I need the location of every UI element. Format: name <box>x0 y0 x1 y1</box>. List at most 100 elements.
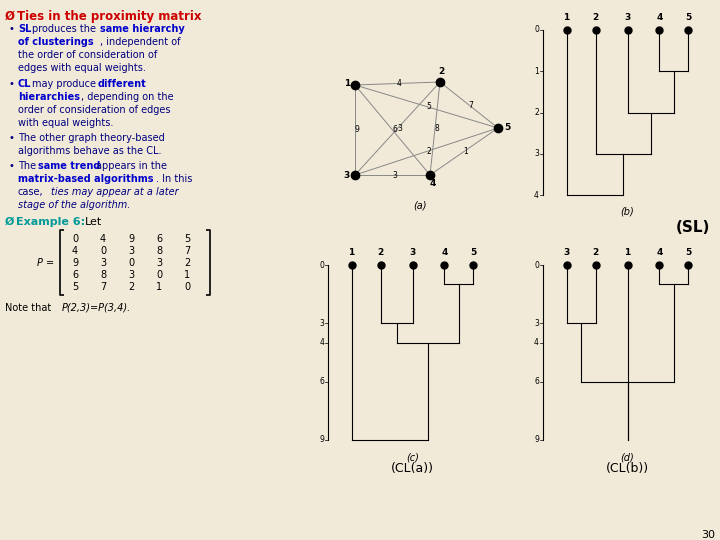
Text: Ø: Ø <box>5 217 14 227</box>
Text: 3: 3 <box>319 319 324 328</box>
Text: hierarchies: hierarchies <box>18 92 80 102</box>
Text: (a): (a) <box>413 200 427 210</box>
Text: 3: 3 <box>397 124 402 133</box>
Text: produces the: produces the <box>32 24 96 34</box>
Text: 5: 5 <box>685 13 691 22</box>
Text: matrix-based algorithms: matrix-based algorithms <box>18 174 153 184</box>
Text: •: • <box>8 79 14 89</box>
Text: 0: 0 <box>72 234 78 244</box>
Text: 4: 4 <box>430 179 436 188</box>
Text: 3: 3 <box>534 149 539 158</box>
Text: The: The <box>18 161 36 171</box>
Text: 0: 0 <box>156 270 162 280</box>
Text: (CL(a)): (CL(a)) <box>390 462 433 475</box>
Text: different: different <box>98 79 147 89</box>
Text: (c): (c) <box>406 452 419 462</box>
Text: 4: 4 <box>534 338 539 347</box>
Text: (CL(b)): (CL(b)) <box>606 462 649 475</box>
Text: 9: 9 <box>319 435 324 444</box>
Text: •: • <box>8 133 14 143</box>
Text: 2: 2 <box>184 258 190 268</box>
Text: P(2,3)=P(3,4).: P(2,3)=P(3,4). <box>62 303 131 313</box>
Text: 5: 5 <box>504 124 510 132</box>
Text: case,: case, <box>18 187 44 197</box>
Text: 7: 7 <box>469 100 474 110</box>
Text: 3: 3 <box>534 319 539 328</box>
Text: 2: 2 <box>593 248 599 257</box>
Text: •: • <box>8 24 14 34</box>
Text: . In this: . In this <box>156 174 192 184</box>
Text: (SL): (SL) <box>675 220 710 235</box>
Text: 3: 3 <box>624 13 631 22</box>
Text: 4: 4 <box>656 13 662 22</box>
Text: may produce: may produce <box>32 79 96 89</box>
Text: 1: 1 <box>564 13 570 22</box>
Text: 2: 2 <box>534 108 539 117</box>
Text: stage of the algorithm.: stage of the algorithm. <box>18 200 130 210</box>
Text: 0: 0 <box>534 260 539 269</box>
Text: 0: 0 <box>319 260 324 269</box>
Text: CL: CL <box>18 79 32 89</box>
Text: 1: 1 <box>534 67 539 76</box>
Text: same trend: same trend <box>38 161 100 171</box>
Text: 6: 6 <box>319 377 324 386</box>
Text: 3: 3 <box>156 258 162 268</box>
Text: 1: 1 <box>344 79 350 89</box>
Text: 3: 3 <box>343 171 349 179</box>
Text: 1: 1 <box>624 248 631 257</box>
Text: Example 6:: Example 6: <box>16 217 85 227</box>
Text: 8: 8 <box>435 124 439 133</box>
Text: 7: 7 <box>184 246 190 256</box>
Text: (d): (d) <box>621 452 634 462</box>
Text: 2: 2 <box>593 13 599 22</box>
Text: 7: 7 <box>100 282 106 292</box>
Text: 2: 2 <box>426 147 431 156</box>
Text: Let: Let <box>85 217 102 227</box>
Text: 2: 2 <box>377 248 384 257</box>
Text: 4: 4 <box>534 191 539 199</box>
Text: 5: 5 <box>685 248 691 257</box>
Text: P =: P = <box>37 258 54 268</box>
Text: 0: 0 <box>100 246 106 256</box>
Text: 0: 0 <box>128 258 134 268</box>
Text: 4: 4 <box>100 234 106 244</box>
Text: 0: 0 <box>184 282 190 292</box>
Text: appears in the: appears in the <box>96 161 167 171</box>
Text: 30: 30 <box>701 530 715 540</box>
Text: 1: 1 <box>464 147 469 156</box>
Text: 4: 4 <box>72 246 78 256</box>
Text: Note that: Note that <box>5 303 51 313</box>
Text: 9: 9 <box>354 125 359 134</box>
Text: algorithms behave as the CL.: algorithms behave as the CL. <box>18 146 161 156</box>
Text: •: • <box>8 161 14 171</box>
Text: , depending on the: , depending on the <box>81 92 174 102</box>
Text: 0: 0 <box>534 25 539 35</box>
Text: 3: 3 <box>128 270 134 280</box>
Text: 1: 1 <box>156 282 162 292</box>
Text: 3: 3 <box>100 258 106 268</box>
Text: SL: SL <box>18 24 32 34</box>
Text: 9: 9 <box>128 234 134 244</box>
Text: 1: 1 <box>348 248 355 257</box>
Text: 3: 3 <box>564 248 570 257</box>
Text: 4: 4 <box>656 248 662 257</box>
Text: 2: 2 <box>128 282 134 292</box>
Text: 3: 3 <box>392 171 397 179</box>
Text: 8: 8 <box>100 270 106 280</box>
Text: 5: 5 <box>470 248 477 257</box>
Text: 6: 6 <box>534 377 539 386</box>
Text: Ties in the proximity matrix: Ties in the proximity matrix <box>17 10 202 23</box>
Text: 3: 3 <box>128 246 134 256</box>
Text: 1: 1 <box>184 270 190 280</box>
Text: edges with equal weights.: edges with equal weights. <box>18 63 146 73</box>
Text: 2: 2 <box>438 68 444 77</box>
Text: ties may appear at a later: ties may appear at a later <box>51 187 179 197</box>
Text: 9: 9 <box>72 258 78 268</box>
Text: (b): (b) <box>621 207 634 217</box>
Text: 9: 9 <box>534 435 539 444</box>
Text: 3: 3 <box>410 248 415 257</box>
Text: 5: 5 <box>184 234 190 244</box>
Text: The other graph theory-based: The other graph theory-based <box>18 133 165 143</box>
Text: Ø: Ø <box>5 10 15 23</box>
Text: 6: 6 <box>72 270 78 280</box>
